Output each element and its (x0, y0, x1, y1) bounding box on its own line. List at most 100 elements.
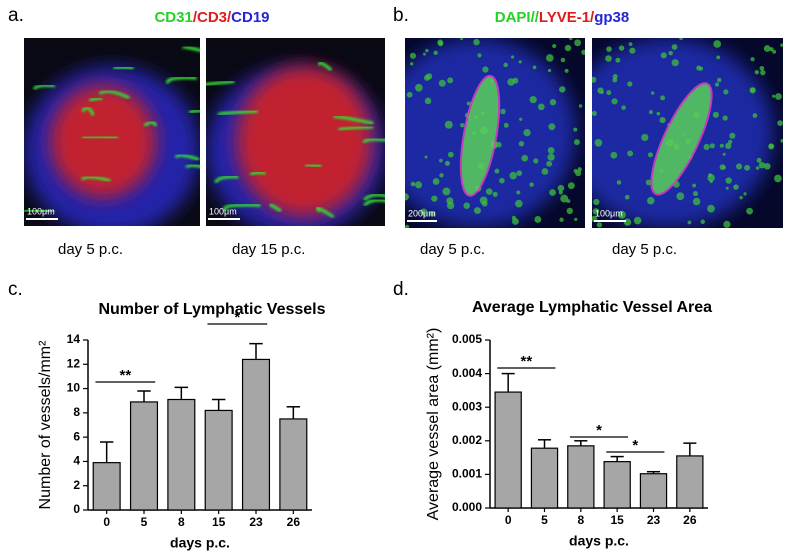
nucleus (755, 166, 760, 170)
vessel-stain (223, 203, 261, 212)
nucleus (503, 62, 509, 68)
nucleus (692, 190, 699, 197)
nucleus (722, 115, 728, 121)
nucleus (546, 54, 554, 62)
image-caption: day 5 p.c. (420, 241, 485, 258)
nucleus (573, 139, 580, 146)
y-tick-label: 0.004 (452, 366, 482, 380)
significance-label: * (632, 437, 638, 454)
title-part: CD19 (231, 9, 269, 26)
nucleus (573, 127, 578, 132)
x-tick-label: 8 (577, 513, 584, 527)
x-tick-label: 15 (610, 513, 624, 527)
nucleus (716, 55, 721, 60)
nucleus (660, 52, 667, 59)
nucleus (597, 87, 604, 94)
nucleus (574, 217, 578, 222)
nucleus (621, 105, 626, 110)
vessel-stain (337, 125, 374, 132)
scale-bar (594, 220, 626, 222)
nucleus (774, 174, 782, 183)
nucleus (758, 161, 766, 169)
nucleus (612, 77, 618, 83)
nucleus (485, 188, 493, 195)
nucleus (736, 163, 743, 170)
nucleus (739, 195, 743, 200)
x-tick-label: 8 (178, 515, 185, 529)
nucleus (593, 198, 600, 206)
nucleus (560, 194, 569, 203)
significance-label: ** (119, 367, 131, 384)
nucleus (610, 151, 618, 159)
nucleus (518, 60, 522, 64)
vessel-stain (188, 109, 200, 114)
nucleus (772, 49, 777, 54)
nucleus (668, 50, 673, 56)
y-tick-label: 14 (67, 332, 81, 346)
nucleus (432, 178, 440, 185)
scale-label: 100μm (27, 206, 55, 216)
nucleus (439, 173, 444, 178)
nucleus (692, 183, 697, 188)
bar (92, 462, 121, 511)
nucleus (414, 83, 423, 92)
vessel-stain (166, 76, 197, 84)
nucleus (575, 170, 582, 177)
nucleus (496, 141, 502, 148)
nucleus (429, 211, 436, 217)
bar (676, 455, 704, 509)
nucleus (687, 220, 692, 225)
y-tick-label: 0.005 (452, 332, 482, 346)
micrograph (405, 38, 585, 228)
x-tick-label: 26 (683, 513, 697, 527)
nucleus (594, 138, 603, 147)
chart-title: Average Lymphatic Vessel Area (472, 299, 712, 316)
x-tick-label: 23 (249, 515, 263, 529)
title-part: gp38 (594, 9, 629, 26)
panel-title: DAPI//LYVE-1/gp38 (495, 9, 630, 26)
nucleus (503, 122, 509, 128)
vessel-stain (304, 163, 322, 168)
y-tick-label: 0.002 (452, 433, 482, 447)
nucleus (447, 151, 454, 158)
x-tick-label: 26 (287, 515, 301, 529)
scale-label: 200μm (408, 208, 436, 218)
y-tick-label: 8 (73, 405, 80, 419)
nucleus (499, 177, 505, 184)
nucleus (534, 216, 542, 223)
nucleus (729, 132, 736, 139)
nucleus (592, 208, 600, 215)
nucleus (463, 202, 470, 209)
significance-label: * (596, 422, 602, 439)
nucleus (547, 147, 555, 154)
nucleus (648, 110, 653, 115)
nucleus (752, 113, 758, 118)
nucleus (409, 52, 417, 59)
scale-bar (26, 218, 58, 220)
nucleus (549, 99, 557, 106)
nucleus (466, 101, 471, 106)
x-tick-label: 23 (647, 513, 661, 527)
vessel-stain (81, 135, 118, 140)
nucleus (431, 195, 438, 202)
stain-red (236, 66, 373, 217)
nucleus (473, 38, 480, 46)
nucleus (423, 74, 430, 81)
micrograph (592, 38, 783, 228)
nucleus (521, 154, 529, 162)
nucleus (777, 120, 783, 126)
panel-label: b. (393, 5, 409, 26)
scale-bar (208, 218, 240, 220)
panel-label: a. (8, 5, 24, 26)
panel-label: d. (393, 279, 409, 300)
vessel-stain (363, 193, 385, 202)
nucleus (707, 204, 715, 213)
nucleus (438, 79, 446, 87)
nucleus (772, 94, 776, 98)
vessel-stain (206, 79, 235, 87)
nucleus (714, 82, 720, 87)
nucleus (424, 155, 428, 159)
nucleus (516, 170, 523, 177)
nucleus (552, 44, 557, 49)
